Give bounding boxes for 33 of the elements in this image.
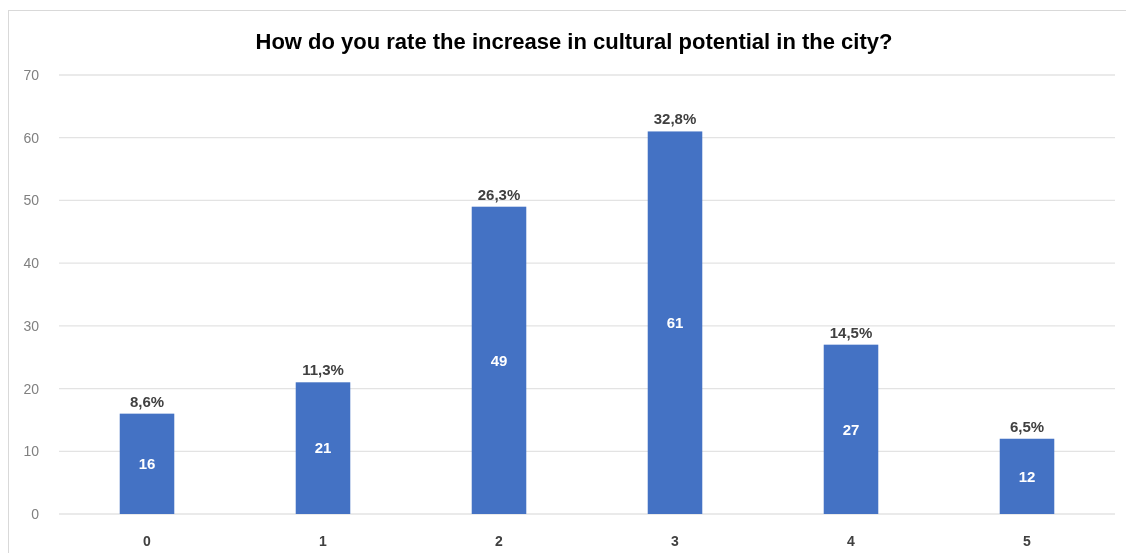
x-tick-label: 4 <box>847 532 856 549</box>
data-label: 49 <box>490 351 508 369</box>
annotation: 14,5% <box>829 323 873 341</box>
y-tick-label: 10 <box>23 443 40 460</box>
bar <box>295 382 351 514</box>
bar <box>823 344 879 514</box>
annotation: 11,3% <box>302 361 344 379</box>
bar <box>119 413 175 514</box>
bar <box>647 131 703 514</box>
data-label: 12 <box>1018 467 1036 485</box>
bar <box>999 438 1055 514</box>
chart-title: How do you rate the increase in cultural potential in the city? <box>255 29 893 54</box>
x-tick-label: 1 <box>319 532 328 549</box>
y-tick-label: 0 <box>31 505 40 522</box>
y-tick-label: 20 <box>23 380 40 397</box>
data-label: 16 <box>138 455 156 473</box>
bar <box>471 206 527 514</box>
annotation: 32,8% <box>653 110 697 128</box>
annotation: 8,6% <box>129 392 165 410</box>
annotation: 6,5% <box>1009 417 1045 435</box>
x-tick-label: 0 <box>143 532 152 549</box>
y-tick-label: 50 <box>23 192 40 209</box>
y-tick-label: 40 <box>23 255 40 272</box>
x-tick-label: 2 <box>495 532 504 549</box>
annotation: 26,3% <box>477 185 521 203</box>
x-tick-label: 5 <box>1023 532 1032 549</box>
data-label: 27 <box>842 420 860 438</box>
data-label: 21 <box>314 439 332 457</box>
y-tick-label: 70 <box>23 66 40 83</box>
y-tick-label: 30 <box>23 317 40 334</box>
data-label: 61 <box>666 313 684 331</box>
y-tick-label: 60 <box>23 129 40 146</box>
x-tick-label: 3 <box>671 532 680 549</box>
